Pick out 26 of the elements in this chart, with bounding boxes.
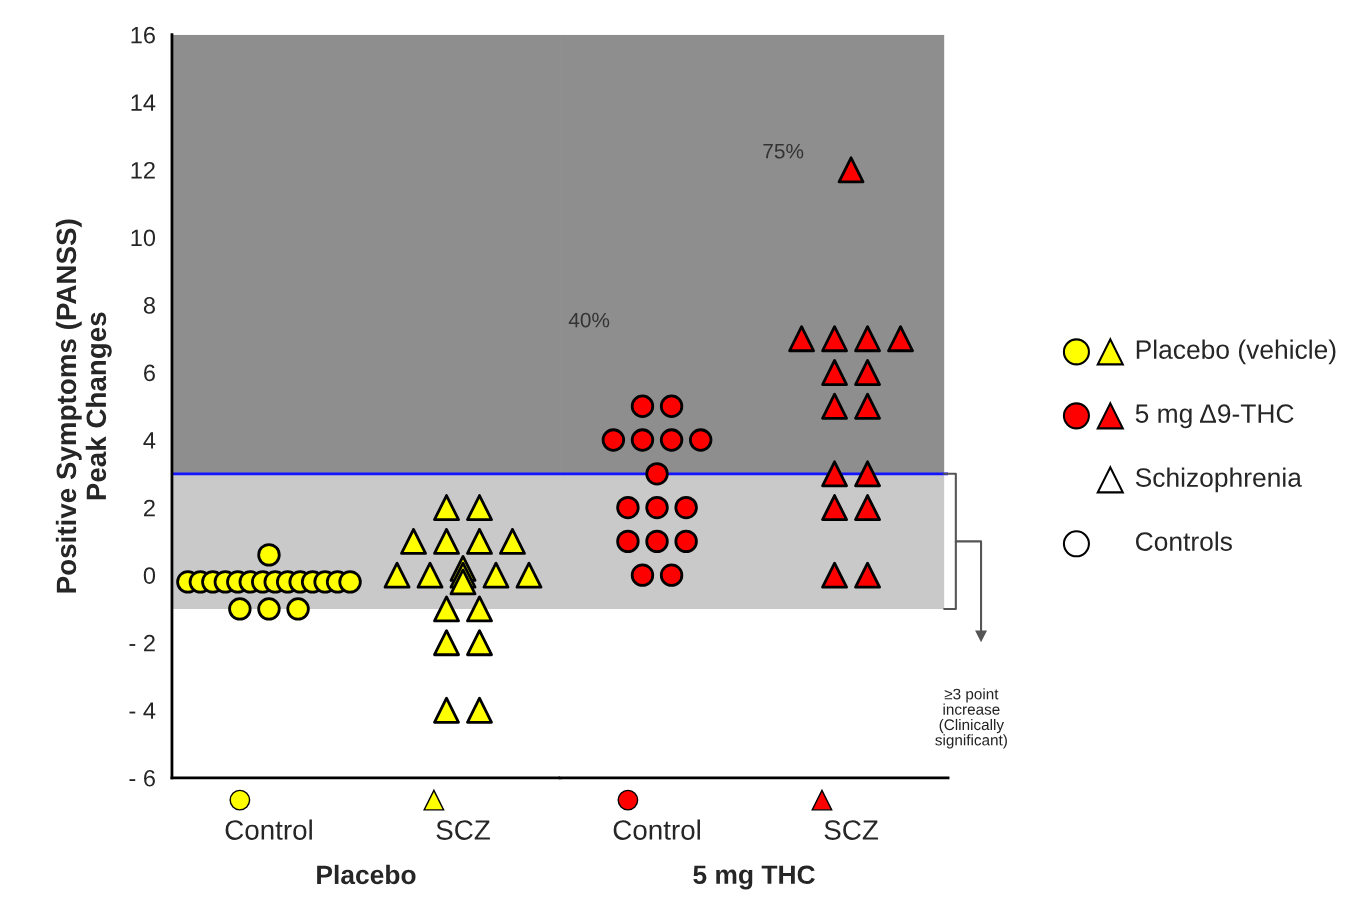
- annotation: 40%: [568, 312, 610, 328]
- y-tick-label: 0: [143, 567, 156, 584]
- y-tick-label: 4: [143, 432, 156, 449]
- y-tick-label: 6: [144, 364, 155, 382]
- y-tick-label: 12: [131, 161, 155, 179]
- y-tick-label: 10: [131, 229, 156, 247]
- text: 5 mg Δ9-THC: [1135, 404, 1294, 429]
- x-axis-title: 5 mg THC: [693, 865, 815, 890]
- text: Schizophrenia: [1135, 467, 1302, 493]
- x-axis-title: Placebo: [317, 864, 416, 885]
- y-tick-label: 16: [131, 26, 155, 44]
- text: Placebo (vehicle): [1136, 339, 1336, 365]
- x-tick-label: SCZ: [436, 820, 490, 840]
- x-tick-label: Control: [225, 819, 312, 840]
- annotation: ≥3 point increase (Clinically significant): [935, 688, 1007, 749]
- y-tick-label: 14: [131, 94, 156, 111]
- y-tick-label: - 6: [129, 769, 155, 787]
- y-axis-title: Positive Symptoms (PANSS) Peak Changes: [55, 219, 112, 593]
- y-tick-label: - 4: [129, 702, 156, 719]
- x-tick-label: Control: [613, 819, 700, 840]
- y-tick-label: - 2: [129, 634, 155, 652]
- y-tick-label: 2: [144, 499, 155, 517]
- annotation: 75%: [763, 143, 804, 159]
- x-tick-label: SCZ: [824, 820, 878, 840]
- y-tick-label: 8: [143, 297, 155, 314]
- text: Controls: [1135, 531, 1232, 551]
